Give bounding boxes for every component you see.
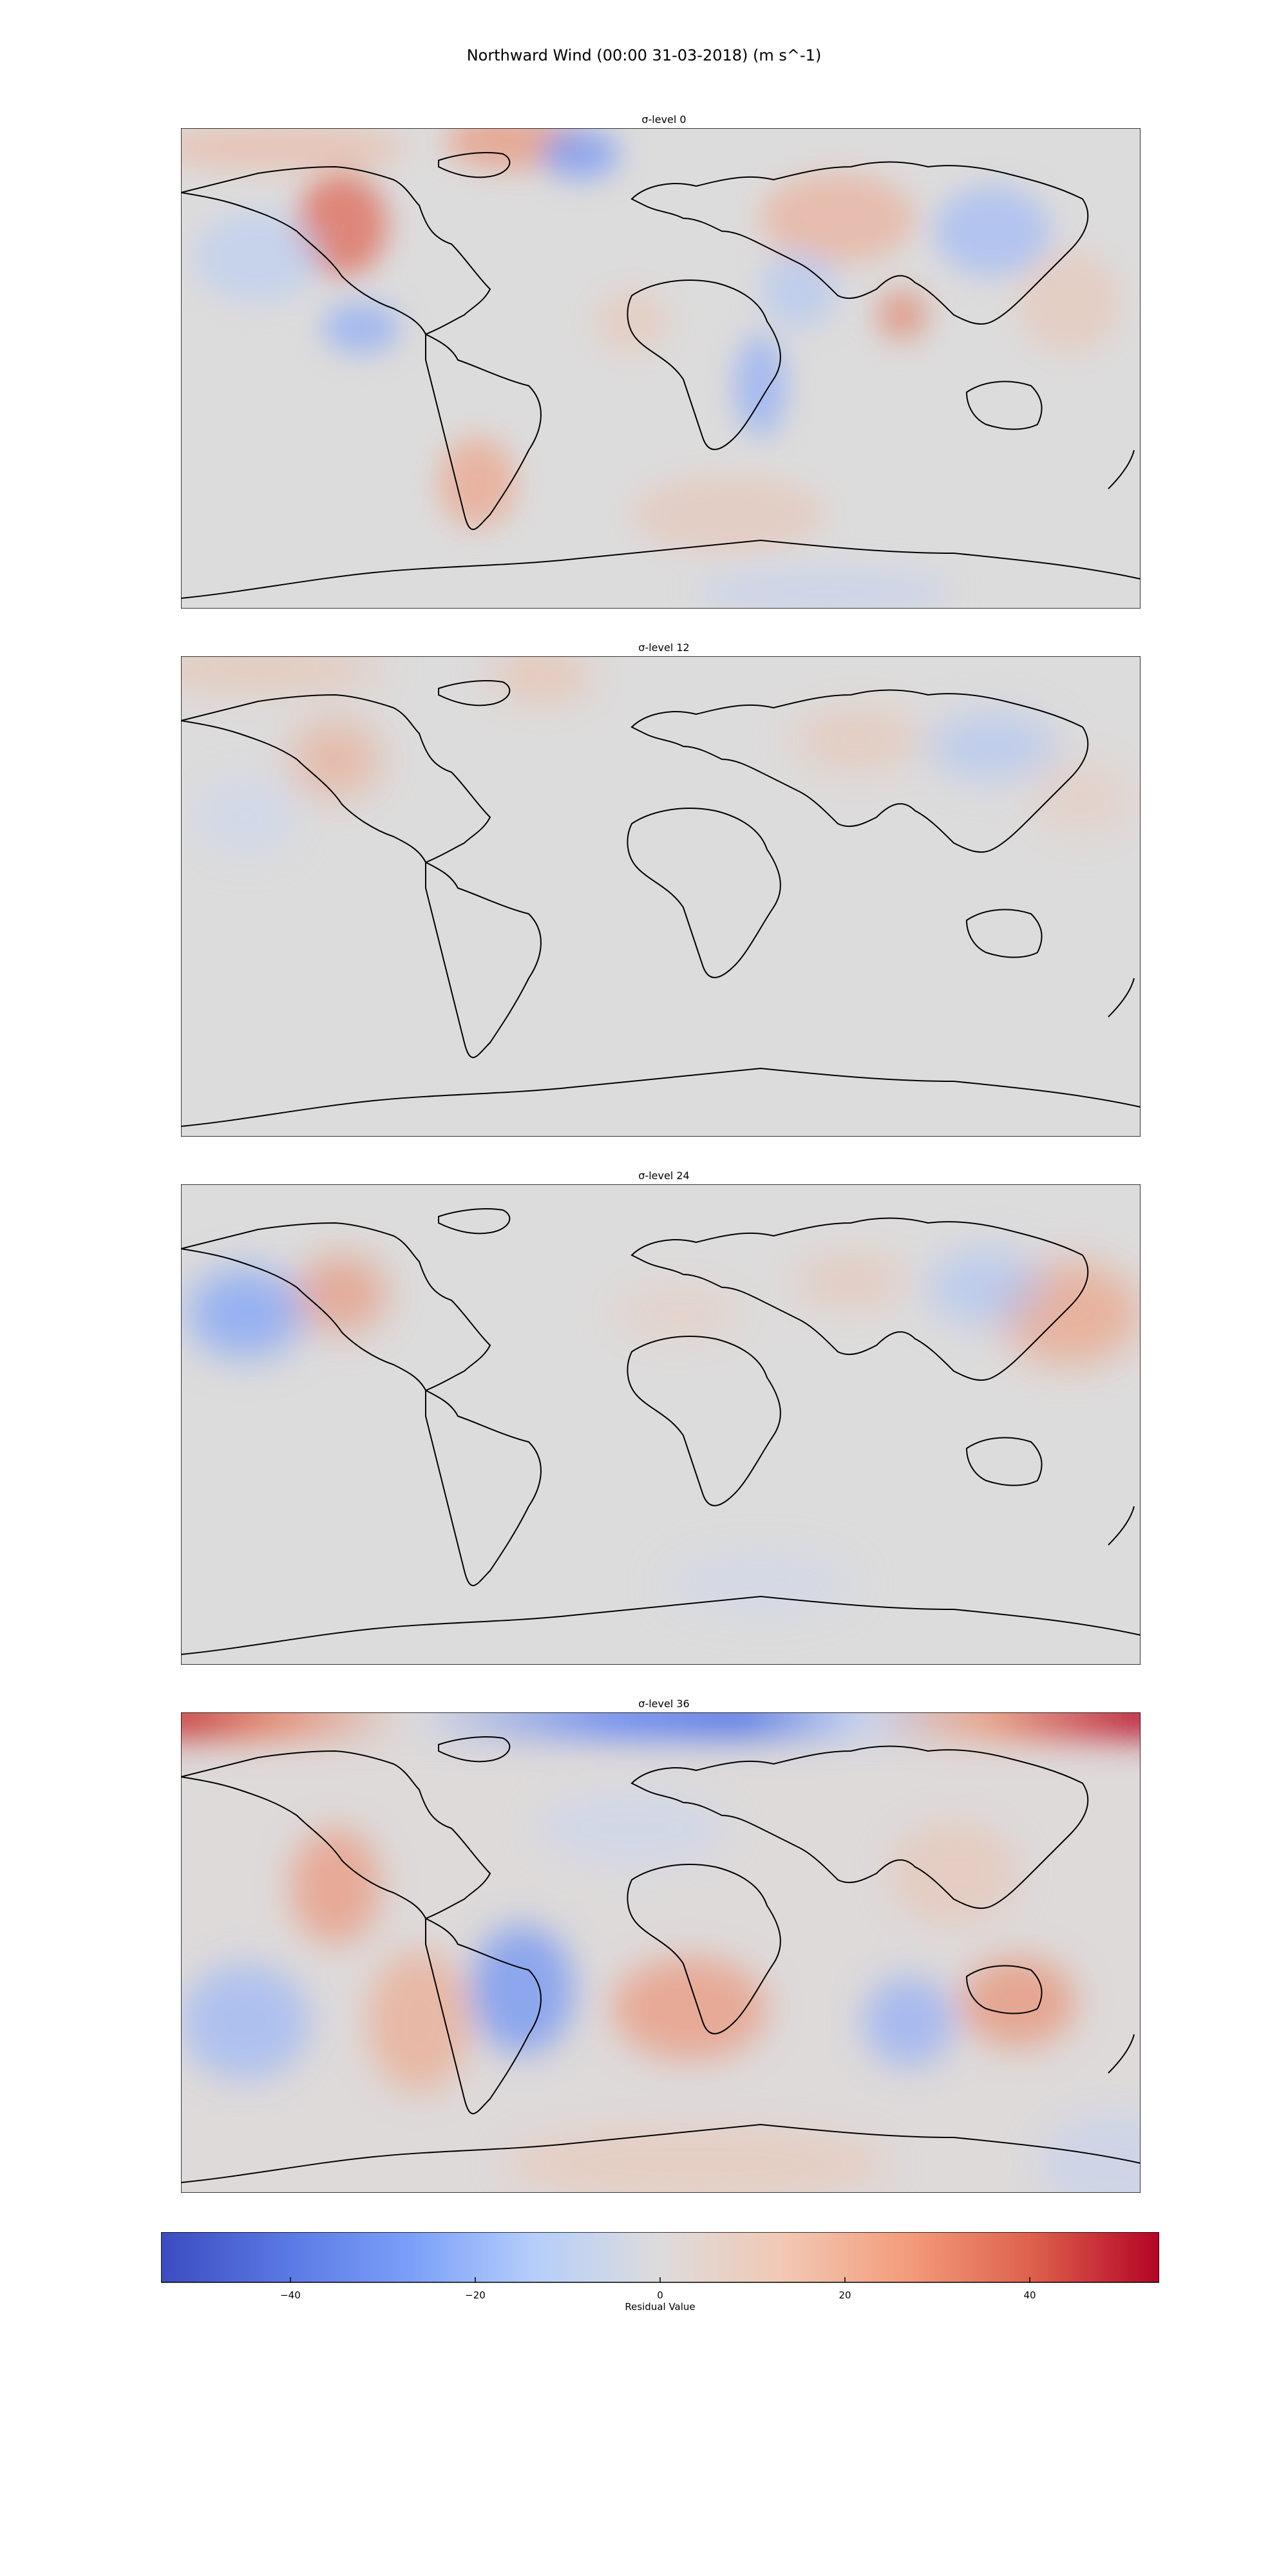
colorbar-gradient — [161, 2232, 1159, 2283]
panel-title-level-12: σ-level 12 — [638, 641, 690, 654]
map-panel-level-12 — [181, 656, 1141, 1137]
coastlines — [181, 152, 1141, 599]
residual-field — [181, 1712, 1141, 2193]
colorbar-tick-label: −20 — [465, 2289, 486, 2301]
figure-title: Northward Wind (00:00 31-03-2018) (m s^-… — [466, 46, 822, 64]
map-panel-level-36 — [181, 1712, 1141, 2193]
residual-field — [181, 656, 1134, 856]
residual-field — [187, 1249, 1141, 1616]
map-panel-level-0 — [181, 128, 1141, 609]
colorbar — [161, 2232, 1159, 2283]
colorbar-tick-label: 40 — [1023, 2289, 1036, 2301]
colorbar-tick-label: 0 — [657, 2289, 663, 2301]
panel-title-level-0: σ-level 0 — [641, 113, 687, 126]
map-background — [181, 1712, 1141, 2193]
panel-title-level-24: σ-level 24 — [638, 1170, 690, 1182]
coastlines — [181, 1736, 1141, 2183]
panel-title-level-36: σ-level 36 — [638, 1698, 690, 1710]
colorbar-ticks — [290, 2277, 1030, 2282]
coastlines — [181, 680, 1141, 1127]
map-panel-level-24 — [181, 1184, 1141, 1665]
coastlines — [181, 1208, 1141, 1655]
colorbar-label: Residual Value — [625, 2301, 696, 2313]
colorbar-tick-label: 20 — [838, 2289, 851, 2301]
colorbar-tick-label: −40 — [280, 2289, 301, 2301]
